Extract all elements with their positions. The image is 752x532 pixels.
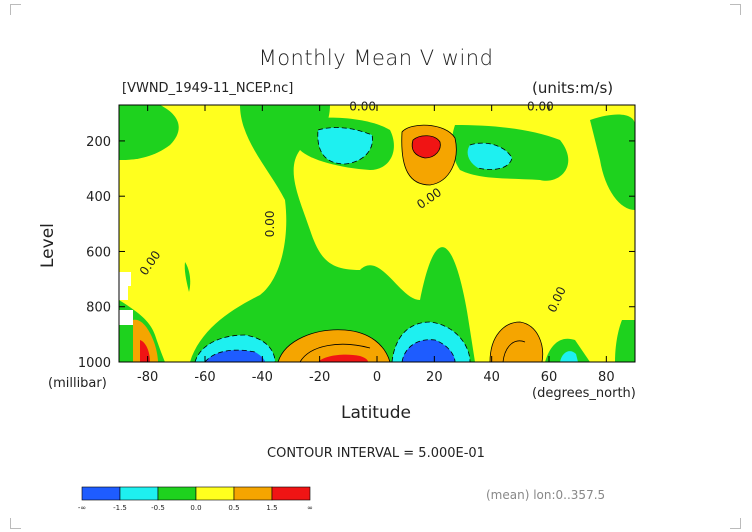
mean-longitude-label: (mean) lon:0..357.5 (486, 488, 606, 502)
x-tick-label: -20 (309, 370, 330, 385)
field-green-upper-central (190, 105, 475, 362)
legend-swatch (81, 486, 121, 501)
x-tick-label: 60 (541, 370, 558, 385)
y-tick-label: 200 (86, 135, 111, 150)
y-tick-label: 600 (86, 245, 111, 260)
field-red-low-center (318, 354, 368, 362)
legend-label: -∞ (78, 504, 86, 512)
field-green-east (590, 114, 635, 210)
units-label: (units:m/s) (532, 79, 614, 97)
legend-swatch (271, 486, 311, 501)
x-tick-label: 0 (373, 370, 381, 385)
x-tick-label: 20 (426, 370, 443, 385)
dataset-label: [VWND_1949-11_NCEP.nc] (122, 81, 294, 96)
x-tick-label: 40 (483, 370, 500, 385)
legend-label: 1.5 (266, 504, 277, 512)
crop-mark-tl (10, 4, 21, 15)
field-cyan-upper-west (317, 127, 373, 164)
y-axis-unit: (millibar) (48, 376, 107, 391)
y-tick-label: 1000 (78, 356, 111, 371)
field-cyan-low-east (560, 351, 578, 362)
axis-ticks: -80 -60 -40 -20 0 20 40 60 80 200 400 600 800 1000 (78, 105, 635, 385)
field-missing-data-2 (119, 310, 133, 325)
legend-swatch (157, 486, 197, 501)
legend-colorbar: -∞ -1.5 -0.5 0.0 0.5 1.5 ∞ (78, 486, 313, 512)
field-green-mid-west-sliver (184, 262, 191, 292)
field-cyan-upper-east (467, 143, 512, 170)
legend-label: 0.0 (190, 504, 201, 512)
field-orange-low-center (278, 329, 390, 362)
y-tick-label: 400 (86, 190, 111, 205)
field-orange-low-east (490, 322, 543, 362)
crop-mark-br (730, 518, 741, 529)
field-green-lower-north (545, 338, 590, 362)
chart-title: Monthly Mean V wind (258, 46, 494, 70)
x-tick-label: -80 (137, 370, 158, 385)
legend-label: ∞ (307, 504, 313, 512)
field-green-lower-east (615, 320, 635, 362)
crop-mark-tr (730, 4, 741, 15)
legend-label: 0.5 (228, 504, 239, 512)
x-tick-label: -60 (194, 370, 215, 385)
contour-interval: CONTOUR INTERVAL = 5.000E-01 (267, 446, 485, 461)
field-orange-low-polar (133, 319, 158, 362)
x-tick-label: -40 (252, 370, 273, 385)
x-axis-label: Latitude (341, 403, 411, 423)
contour-label: 0.00 (527, 100, 554, 114)
contour-label: 0.00 (349, 100, 376, 114)
x-axis-unit: (degrees_north) (532, 386, 636, 401)
legend-label: -0.5 (151, 504, 165, 512)
field-blue-low-north (402, 339, 455, 362)
contour-fill (119, 105, 635, 362)
legend-swatch (119, 486, 159, 501)
y-tick-label: 800 (86, 301, 111, 316)
field-blue-low-south (205, 350, 265, 362)
crop-mark-bl (10, 518, 21, 529)
field-red-upper (412, 135, 441, 158)
x-tick-label: 80 (598, 370, 615, 385)
legend-swatch (233, 486, 273, 501)
field-missing-data (119, 272, 131, 300)
contour-label: 0.00 (263, 210, 277, 237)
contour-lines (194, 124, 544, 362)
legend-label: -1.5 (113, 504, 127, 512)
field-green-west (119, 105, 179, 160)
legend-swatch (195, 486, 235, 501)
